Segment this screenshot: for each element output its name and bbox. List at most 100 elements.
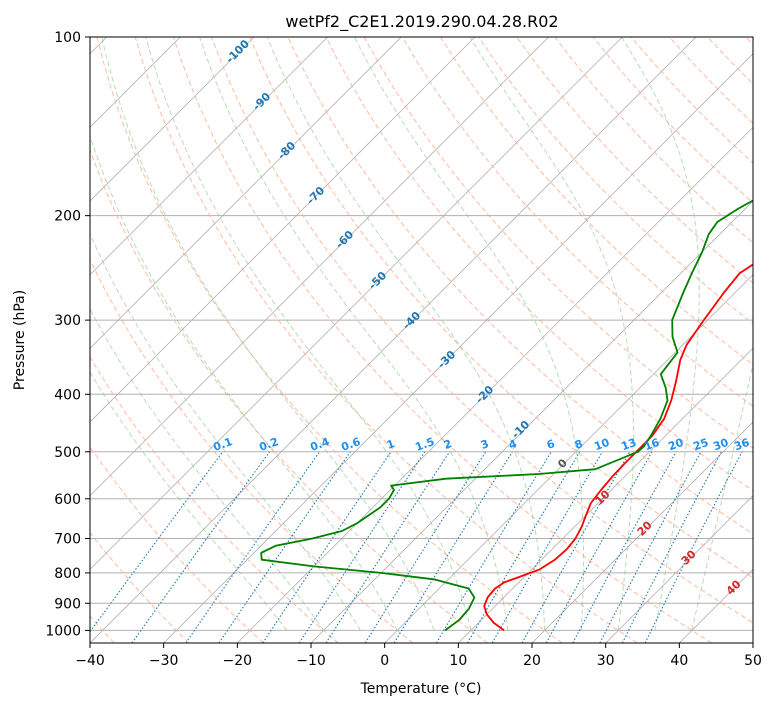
mixing-ratio-line bbox=[298, 451, 426, 643]
mixing-ratio-line bbox=[435, 451, 552, 643]
y-tick-label: 200 bbox=[54, 209, 81, 225]
y-tick-label: 600 bbox=[54, 492, 81, 508]
mixing-ratio-label: 0.6 bbox=[339, 435, 362, 454]
mixing-ratio-label: 16 bbox=[642, 436, 661, 454]
moist-adiabat bbox=[354, 37, 584, 631]
dry-adiabat bbox=[516, 37, 753, 284]
x-tick-label: 20 bbox=[523, 653, 541, 669]
background-lines bbox=[90, 37, 753, 643]
mixing-ratio-line bbox=[644, 451, 743, 643]
isotherm-gridline bbox=[163, 53, 753, 643]
isotherm-gridline bbox=[458, 347, 753, 643]
mixing-ratio-line bbox=[364, 451, 487, 643]
x-tick-label: −20 bbox=[223, 653, 253, 669]
profiles bbox=[260, 199, 753, 632]
isotherm-gridline bbox=[90, 37, 697, 643]
isotherm-gridline bbox=[237, 126, 753, 643]
y-tick-label: 300 bbox=[54, 313, 81, 329]
mixing-ratio-line bbox=[621, 451, 722, 643]
temperature-profile bbox=[483, 263, 753, 632]
isotherm-gridline bbox=[90, 37, 255, 202]
y-axis-label: Pressure (hPa) bbox=[12, 290, 28, 390]
mixing-ratio-label: 20 bbox=[666, 436, 685, 454]
isotherm-gridline bbox=[90, 37, 623, 570]
isotherm-gridline bbox=[90, 37, 549, 497]
mixing-ratio-line bbox=[262, 451, 392, 643]
x-tick-label: 10 bbox=[449, 653, 467, 669]
mixing-ratio-label: 3 bbox=[479, 437, 491, 452]
isotherm-gridline bbox=[531, 421, 753, 643]
dry-adiabat bbox=[439, 37, 753, 366]
moist-adiabat bbox=[691, 361, 753, 631]
dewpoint-profile bbox=[260, 199, 753, 632]
dry-adiabat bbox=[325, 37, 753, 492]
dry-adiabat bbox=[90, 355, 339, 643]
y-tick-label: 1000 bbox=[45, 623, 81, 639]
isotherm-gridline bbox=[90, 37, 328, 276]
dry-adiabat bbox=[90, 148, 488, 643]
x-tick-label: 40 bbox=[670, 653, 688, 669]
isotherm-gridline bbox=[90, 37, 476, 423]
mixing-ratio-label: 10 bbox=[592, 436, 611, 454]
x-tick-label: −30 bbox=[149, 653, 179, 669]
isotherm-gridline bbox=[384, 274, 753, 643]
isotherm-gridline bbox=[90, 37, 402, 349]
mixing-ratio-line bbox=[218, 451, 351, 643]
moist-adiabat bbox=[145, 37, 472, 631]
y-tick-label: 800 bbox=[54, 566, 81, 582]
mixing-ratio-label: 6 bbox=[545, 437, 557, 452]
x-tick-label: −10 bbox=[296, 653, 326, 669]
mixing-ratio-line bbox=[185, 451, 321, 643]
mixing-ratio-line bbox=[90, 451, 224, 633]
moist-adiabat bbox=[469, 37, 634, 631]
mixing-ratio-label: 36 bbox=[732, 436, 751, 454]
mixing-ratio-line bbox=[131, 451, 271, 643]
dry-adiabat bbox=[96, 37, 563, 643]
dry-adiabat bbox=[90, 258, 414, 643]
dry-adiabat bbox=[172, 37, 712, 643]
y-tick-label: 400 bbox=[54, 387, 81, 403]
y-tick-label: 900 bbox=[54, 596, 81, 612]
dry-adiabat bbox=[401, 37, 753, 407]
x-axis-ticks: −40 −30 −20 −10 0 10 20 30 40 50 bbox=[75, 643, 762, 669]
x-tick-label: 0 bbox=[380, 653, 389, 669]
x-axis-label: Temperature (°C) bbox=[360, 681, 482, 697]
mixing-ratio-label: 2 bbox=[442, 437, 454, 452]
moist-adiabat bbox=[266, 37, 546, 631]
mixing-ratio-line bbox=[325, 451, 451, 643]
moist-adiabat bbox=[90, 307, 325, 631]
dry-adiabat bbox=[90, 445, 264, 643]
plot-frame bbox=[89, 36, 754, 644]
mixing-ratio-line bbox=[572, 451, 677, 643]
y-axis-ticks: 100 200 300 400 500 600 700 800 900 1000 bbox=[45, 30, 90, 639]
mixing-ratio-line bbox=[545, 451, 653, 643]
dry-adiabat bbox=[90, 531, 190, 643]
x-tick-label: 50 bbox=[744, 653, 762, 669]
y-tick-label: 100 bbox=[54, 30, 81, 46]
x-tick-label: 30 bbox=[597, 653, 615, 669]
dry-adiabat bbox=[249, 37, 753, 579]
mixing-ratio-label: 8 bbox=[573, 437, 585, 452]
moist-adiabat bbox=[90, 134, 398, 631]
mixing-ratio-label: 0.1 bbox=[211, 435, 234, 454]
moist-adiabat bbox=[199, 37, 509, 631]
moist-adiabat bbox=[621, 37, 700, 631]
moist-adiabat bbox=[90, 232, 361, 631]
mixing-ratio-label: 0.4 bbox=[308, 435, 331, 454]
isotherm-gridline bbox=[605, 495, 753, 643]
isotherm-gridline bbox=[752, 642, 753, 643]
mixing-ratio-label: 4 bbox=[507, 437, 519, 452]
dry-adiabat bbox=[134, 37, 638, 643]
mixing-ratio-line bbox=[393, 451, 513, 643]
dry-adiabat bbox=[211, 37, 753, 624]
chart-title: wetPf2_C2E1.2019.290.04.28.R02 bbox=[285, 12, 558, 32]
plot-area bbox=[90, 37, 753, 643]
mixing-ratio-label: 25 bbox=[691, 436, 710, 453]
moist-adiabat bbox=[101, 37, 435, 631]
mixing-ratio-line bbox=[599, 451, 702, 643]
y-tick-label: 500 bbox=[54, 445, 81, 461]
y-tick-label: 700 bbox=[54, 532, 81, 548]
mixing-ratio-label: 1.5 bbox=[413, 435, 436, 454]
mixing-ratio-label: 13 bbox=[619, 436, 638, 453]
